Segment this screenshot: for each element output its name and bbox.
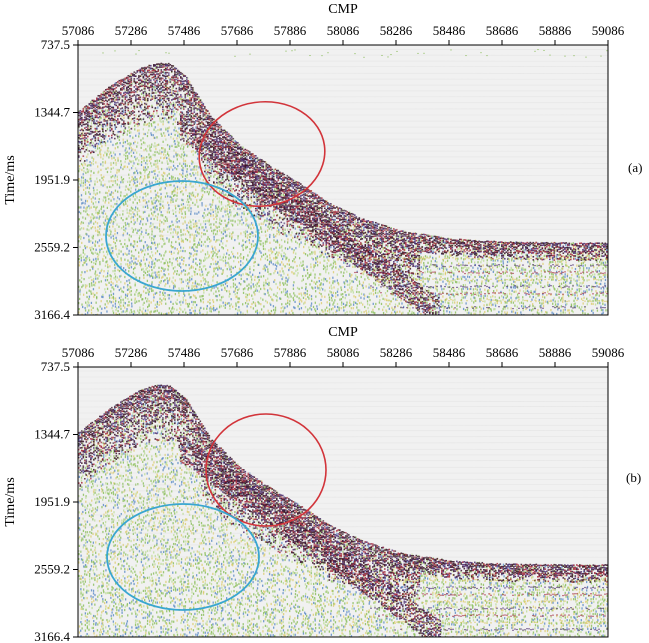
panel-b: 57086 57286 57486 57686 57886 58086 58286 58486… bbox=[3, 325, 641, 643]
x-tick-label: 57086 bbox=[62, 345, 95, 360]
x-tick-label: 57286 bbox=[115, 345, 148, 360]
panel-b-x-ticks: 57086 57286 57486 57686 57886 58086 58286 58486… bbox=[62, 345, 625, 367]
x-tick-label: 57086 bbox=[62, 23, 95, 38]
panel-a-red-ellipse bbox=[198, 100, 326, 208]
x-tick-label: 58886 bbox=[539, 345, 572, 360]
panel-a-blue-ellipse bbox=[105, 180, 259, 292]
x-tick-label: 58286 bbox=[380, 23, 413, 38]
x-tick-label: 58486 bbox=[433, 345, 466, 360]
y-tick-label: 3166.4 bbox=[34, 307, 70, 322]
x-tick-label: 58686 bbox=[486, 345, 519, 360]
x-tick-label: 58086 bbox=[327, 345, 360, 360]
panel-b-section bbox=[78, 367, 608, 637]
y-tick-label: 2559.2 bbox=[34, 240, 70, 255]
x-tick-label: 57886 bbox=[274, 23, 307, 38]
panel-a-x-axis-title: CMP bbox=[328, 2, 358, 17]
y-tick-label: 737.5 bbox=[41, 37, 70, 52]
y-tick-label: 1951.9 bbox=[34, 172, 70, 187]
x-tick-label: 59086 bbox=[592, 23, 625, 38]
panel-a: 57086 57286 57486 57686 57886 58086 58286 58486… bbox=[3, 2, 642, 322]
x-tick-label: 57886 bbox=[274, 345, 307, 360]
x-tick-label: 58086 bbox=[327, 23, 360, 38]
panel-b-label: (b) bbox=[626, 470, 641, 485]
x-tick-label: 57686 bbox=[221, 345, 254, 360]
panel-a-x-ticks: 57086 57286 57486 57686 57886 58086 58286 58486… bbox=[62, 23, 625, 45]
y-tick-label: 1951.9 bbox=[34, 494, 70, 509]
panel-a-y-axis-title: Time/ms bbox=[3, 155, 18, 204]
y-tick-label: 1344.7 bbox=[34, 105, 70, 120]
panel-b-y-ticks: 737.5 1344.7 1951.9 2559.2 3166.4 bbox=[34, 359, 78, 643]
y-tick-label: 2559.2 bbox=[34, 562, 70, 577]
panel-a-y-ticks: 737.5 1344.7 1951.9 2559.2 3166.4 bbox=[34, 37, 78, 322]
x-tick-label: 57686 bbox=[221, 23, 254, 38]
x-tick-label: 58486 bbox=[433, 23, 466, 38]
x-tick-label: 59086 bbox=[592, 345, 625, 360]
x-tick-label: 57486 bbox=[168, 345, 201, 360]
panel-b-y-axis-title: Time/ms bbox=[3, 477, 18, 526]
panel-b-x-axis-title: CMP bbox=[328, 325, 358, 340]
x-tick-label: 57286 bbox=[115, 23, 148, 38]
panel-b-blue-ellipse bbox=[106, 503, 260, 611]
panel-b-red-ellipse bbox=[205, 413, 327, 527]
panel-a-section bbox=[78, 45, 608, 315]
panel-a-label: (a) bbox=[628, 160, 642, 175]
y-tick-label: 3166.4 bbox=[34, 629, 70, 643]
x-tick-label: 58886 bbox=[539, 23, 572, 38]
y-tick-label: 1344.7 bbox=[34, 427, 70, 442]
x-tick-label: 57486 bbox=[168, 23, 201, 38]
x-tick-label: 58686 bbox=[486, 23, 519, 38]
x-tick-label: 58286 bbox=[380, 345, 413, 360]
y-tick-label: 737.5 bbox=[41, 359, 70, 374]
